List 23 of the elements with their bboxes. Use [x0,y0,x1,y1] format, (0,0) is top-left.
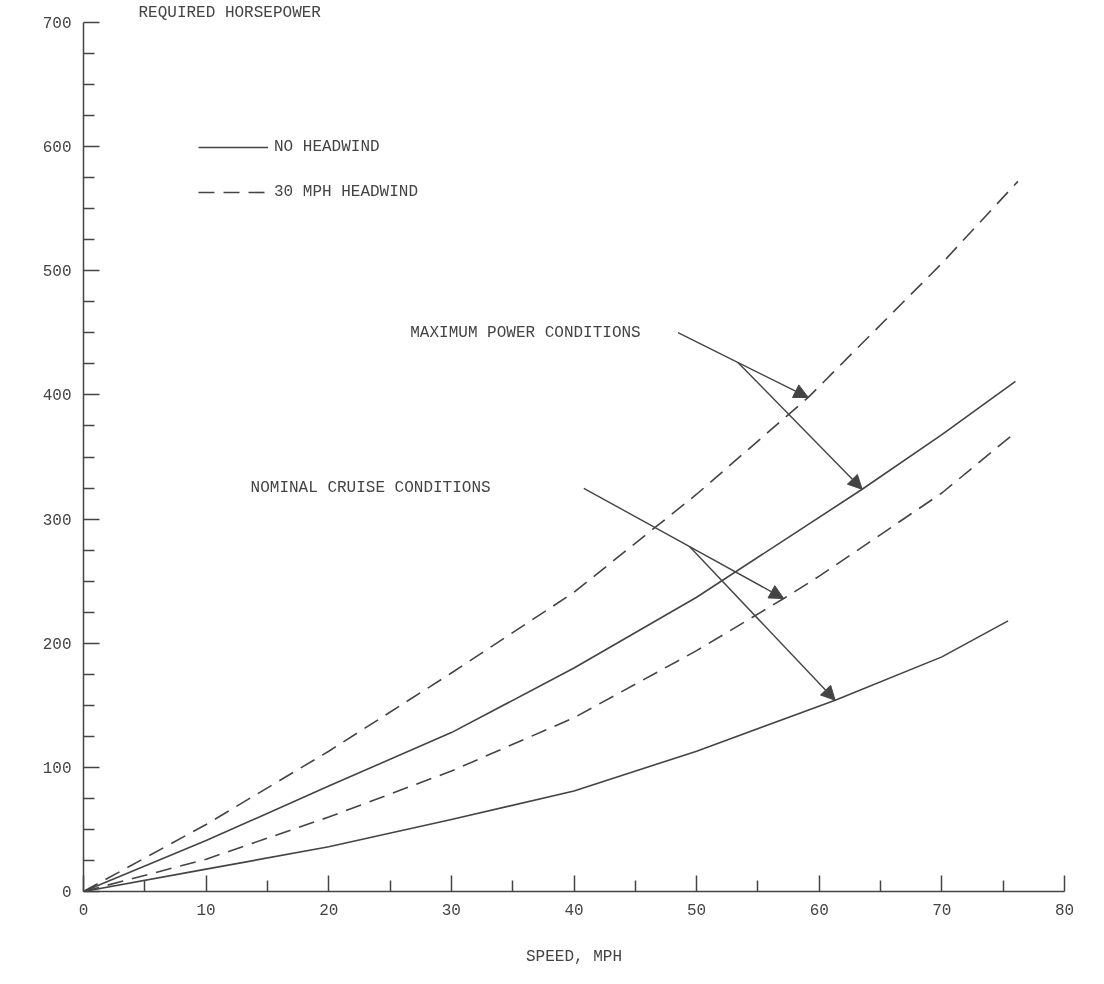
y-axis-title: REQUIRED HORSEPOWER [138,3,322,22]
y-tick-label: 400 [42,387,72,406]
y-tick-label: 100 [42,759,72,778]
x-tick-label: 50 [687,901,707,920]
x-tick-label: 30 [441,901,461,920]
annotation: NOMINAL CRUISE CONDITIONS [250,479,491,498]
y-tick-label: 300 [42,511,72,530]
y-tick-label: 0 [61,884,72,902]
y-tick-label: 600 [42,139,72,158]
x-tick-label: 0 [78,901,89,920]
y-tick-label: 500 [42,263,72,282]
y-tick-label: 700 [42,15,72,33]
y-tick-label: 200 [42,635,72,654]
x-tick-label: 60 [809,901,829,920]
x-axis-title: SPEED, MPH [525,947,623,966]
x-tick-label: 40 [564,901,584,920]
legend-label: 30 MPH HEADWIND [274,183,419,201]
x-tick-label: 10 [196,901,216,920]
x-tick-label: 80 [1054,901,1075,920]
legend-label: NO HEADWIND [274,138,380,156]
x-tick-label: 20 [319,901,339,920]
x-tick-label: 70 [932,901,952,920]
annotation: MAXIMUM POWER CONDITIONS [410,323,641,342]
